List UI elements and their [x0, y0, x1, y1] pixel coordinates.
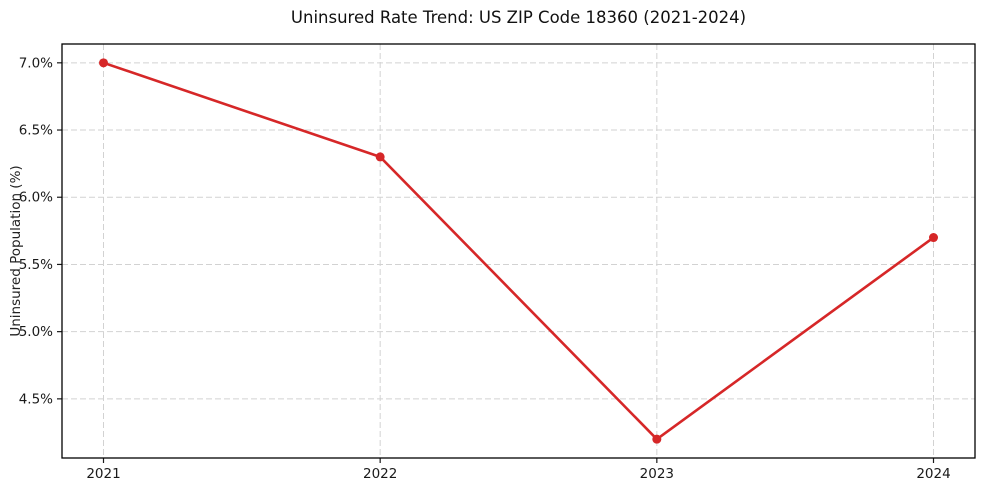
- x-tick-label: 2024: [916, 466, 950, 482]
- chart-title: Uninsured Rate Trend: US ZIP Code 18360 …: [290, 8, 747, 27]
- data-point-2023: [652, 434, 662, 444]
- data-point-2021: [99, 58, 108, 68]
- x-tick-label: 2023: [640, 466, 674, 482]
- data-point-2022: [375, 152, 385, 162]
- y-tick-label: 7.0%: [19, 55, 53, 71]
- y-tick-label: 6.5%: [19, 123, 53, 139]
- y-tick-label: 4.5%: [19, 391, 53, 407]
- x-tick-label: 2022: [363, 466, 397, 482]
- data-point-2024: [929, 233, 938, 243]
- plot-border: [61, 43, 976, 459]
- x-tick-label: 2021: [86, 466, 120, 482]
- trend-line: [102, 61, 935, 441]
- y-tick-label: 5.5%: [19, 257, 53, 273]
- y-tick-label: 5.0%: [19, 324, 53, 340]
- y-tick-label: 6.0%: [19, 190, 53, 206]
